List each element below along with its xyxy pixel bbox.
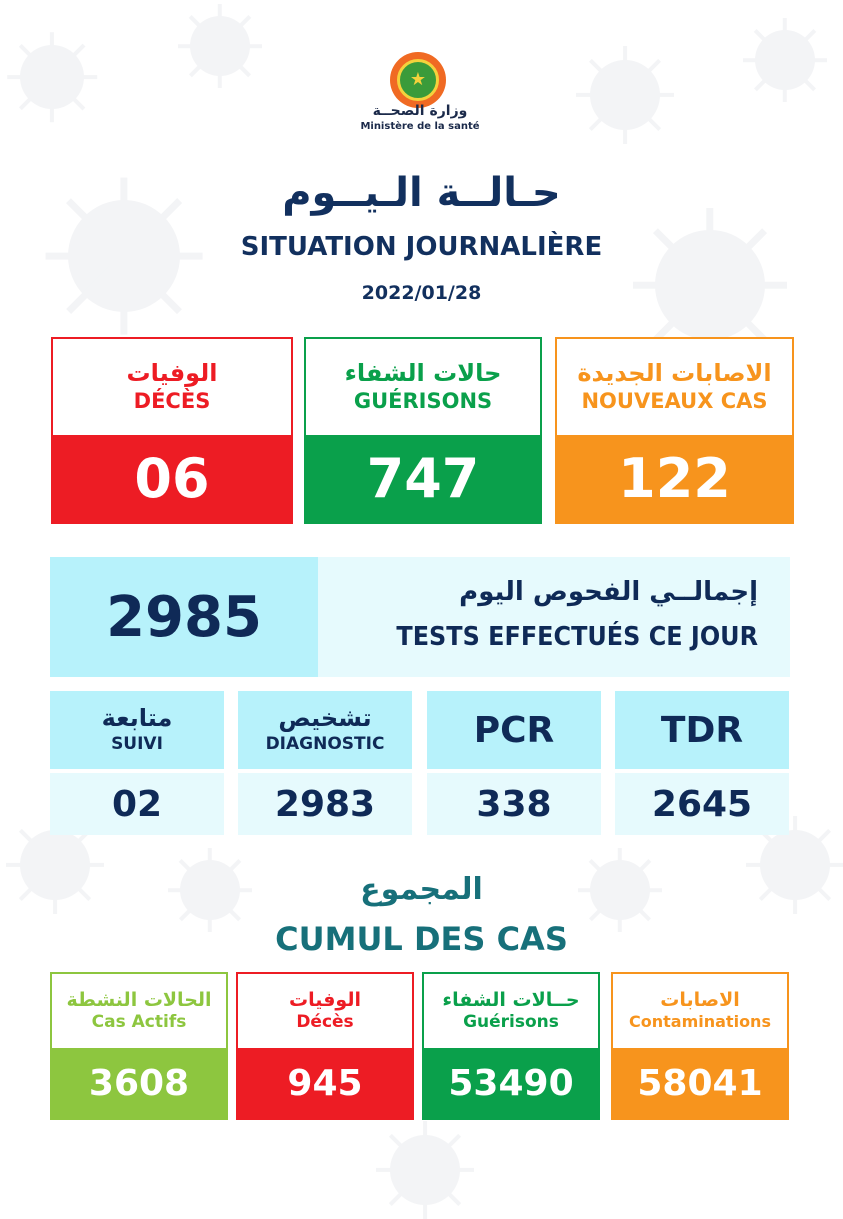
daily-nouveaux-cas-label-ar: الاصابات الجديدة (577, 358, 772, 387)
report-date: 2022/01/28 (361, 282, 482, 304)
tests-suivi-value: 02 (50, 773, 224, 835)
daily-guerisons-label-fr: GUÉRISONS (353, 388, 493, 413)
virus-decoration-icon (653, 228, 767, 342)
cumul-guerisons-value: 53490 (424, 1048, 598, 1118)
daily-deces-label-fr: DÉCÈS (133, 388, 211, 413)
tests-pcr-label: PCR (473, 709, 555, 751)
virus-decoration-icon (189, 15, 251, 77)
tests-suivi-label-ar: متابعة (101, 704, 173, 733)
cumul-guerisons-label-fr: Guérisons (463, 1012, 559, 1033)
cumul-actifs-value: 3608 (52, 1048, 226, 1118)
ministry-name-ar: وزارة الصحــة (372, 103, 468, 119)
tests-total-label-fr: TESTS EFFECTUÉS CE JOUR (396, 622, 758, 652)
cumul-title-ar: المجموع (360, 872, 483, 907)
virus-decoration-icon (66, 198, 182, 314)
daily-nouveaux-cas-value: 122 (557, 435, 792, 522)
ministry-name-fr: Ministère de la santé (360, 121, 480, 132)
virus-decoration-icon (588, 58, 662, 132)
tests-pcr-value: 338 (427, 773, 601, 835)
cumul-contaminations-label-ar: الاصابات (660, 989, 740, 1012)
tests-tdr-label: TDR (660, 709, 744, 751)
tests-diagnostic-label-ar: تشخيص (278, 704, 372, 733)
virus-decoration-icon (754, 29, 816, 91)
daily-nouveaux-cas-label-fr: NOUVEAUX CAS (581, 388, 768, 413)
daily-nouveaux-cas-card: الاصابات الجديدة NOUVEAUX CAS 122 (555, 337, 794, 524)
daily-guerisons-label-ar: حالات الشفاء (344, 358, 502, 387)
virus-decoration-icon (388, 1133, 462, 1207)
virus-decoration-icon (758, 828, 832, 902)
cumul-deces-value: 945 (238, 1048, 412, 1118)
cumul-contaminations-card: الاصابات Contaminations 58041 (611, 972, 789, 1120)
tests-pcr-card: PCR 338 (427, 691, 601, 835)
virus-decoration-icon (18, 828, 92, 902)
cumul-deces-card: الوفيات Décès 945 (236, 972, 414, 1120)
virus-decoration-icon (18, 43, 86, 111)
cumul-title-fr: CUMUL DES CAS (275, 920, 568, 958)
daily-guerisons-value: 747 (306, 435, 540, 522)
tests-total-value: 2985 (50, 557, 318, 677)
page-title-fr: SITUATION JOURNALIÈRE (240, 232, 603, 262)
daily-deces-label-ar: الوفيات (126, 358, 218, 387)
tests-diagnostic-card: تشخيص DIAGNOSTIC 2983 (238, 691, 412, 835)
cumul-deces-label-fr: Décès (296, 1012, 354, 1033)
daily-deces-value: 06 (53, 435, 291, 522)
cumul-actifs-label-ar: الحالات النشطة (66, 988, 212, 1011)
page-title-ar: حـالــة الـيــوم (282, 170, 561, 216)
cumul-guerisons-card: حــالات الشفاء Guérisons 53490 (422, 972, 600, 1120)
virus-decoration-icon (179, 859, 241, 921)
tests-total-label-ar: إجمالــي الفحوص اليوم (459, 577, 758, 607)
tests-tdr-card: TDR 2645 (615, 691, 789, 835)
tests-diagnostic-value: 2983 (238, 773, 412, 835)
daily-deces-card: الوفيات DÉCÈS 06 (51, 337, 293, 524)
tests-suivi-label-fr: SUIVI (111, 733, 163, 754)
cumul-deces-label-ar: الوفيات (289, 988, 361, 1011)
ministry-emblem-icon: ★ (390, 52, 446, 108)
tests-suivi-card: متابعة SUIVI 02 (50, 691, 224, 835)
cumul-contaminations-value: 58041 (613, 1048, 787, 1118)
cumul-actifs-card: الحالات النشطة Cas Actifs 3608 (50, 972, 228, 1120)
cumul-contaminations-label-fr: Contaminations (629, 1012, 771, 1031)
daily-guerisons-card: حالات الشفاء GUÉRISONS 747 (304, 337, 542, 524)
cumul-actifs-label-fr: Cas Actifs (91, 1012, 187, 1033)
virus-decoration-icon (589, 859, 651, 921)
tests-tdr-value: 2645 (615, 773, 789, 835)
tests-diagnostic-label-fr: DIAGNOSTIC (265, 733, 385, 754)
cumul-guerisons-label-ar: حــالات الشفاء (442, 988, 580, 1011)
